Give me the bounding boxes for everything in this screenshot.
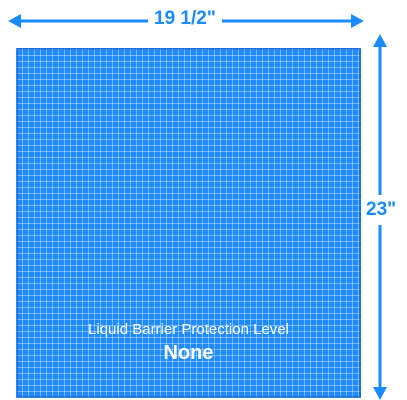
protection-level-text: Liquid Barrier Protection Level None xyxy=(16,320,361,366)
height-label: 23" xyxy=(366,195,397,225)
width-label: 19 1/2" xyxy=(148,8,222,30)
height-dimension: 23" xyxy=(366,34,404,400)
protection-level-caption: Liquid Barrier Protection Level xyxy=(88,321,289,338)
protection-level-value: None xyxy=(163,342,214,364)
width-dimension: 19 1/2" xyxy=(8,4,364,38)
underpad-swatch: Liquid Barrier Protection Level None xyxy=(16,48,361,398)
